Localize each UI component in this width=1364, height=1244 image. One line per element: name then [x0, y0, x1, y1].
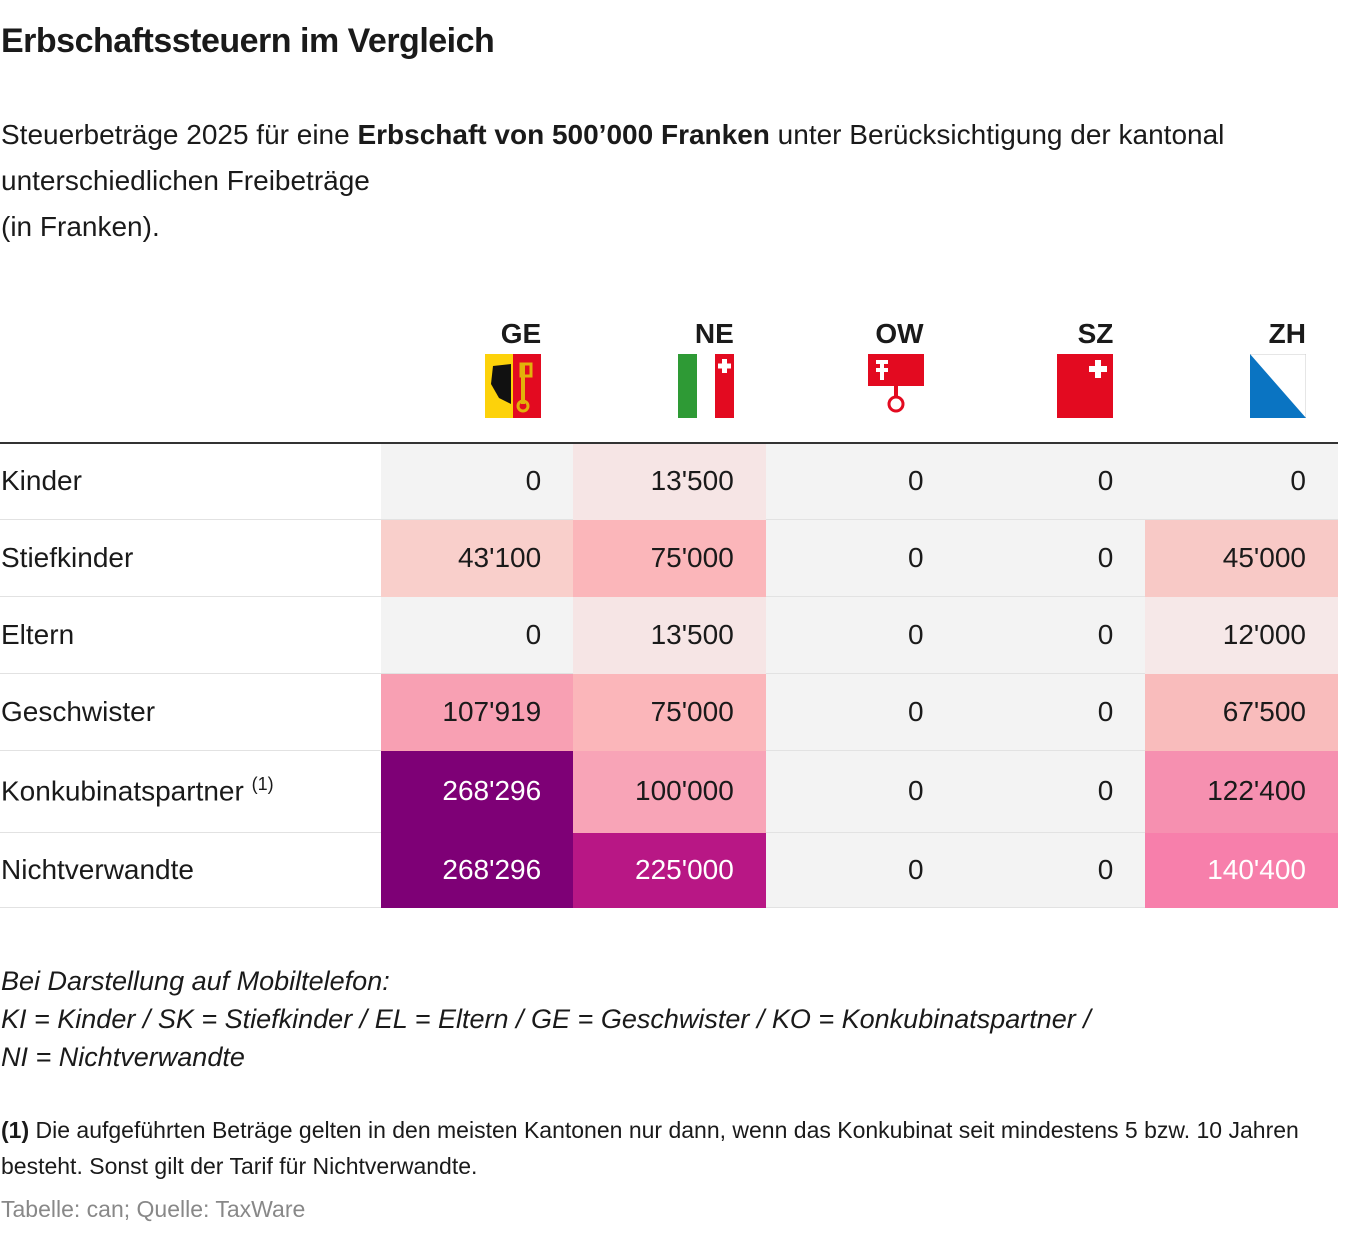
- table-cell: 0: [380, 443, 574, 520]
- mobile-legend-title: Bei Darstellung auf Mobiltelefon:: [1, 966, 390, 996]
- column-header-zh: ZH: [1145, 318, 1338, 443]
- table-cell: 225'000: [573, 832, 766, 908]
- source-note: Tabelle: can; Quelle: TaxWare: [1, 1196, 306, 1222]
- table-row: Konkubinatspartner (1) 268'296 100'000 0 0 12…: [0, 750, 1338, 833]
- table-cell: 268'296: [380, 832, 574, 908]
- zurich-flag-icon: [1250, 354, 1306, 418]
- table-cell: 67'500: [1145, 673, 1338, 751]
- footnote-marker: (1): [1, 1117, 30, 1143]
- table-cell: 13'500: [573, 596, 766, 674]
- table-row: Stiefkinder 43'100 75'000 0 0 45'000: [0, 519, 1338, 597]
- schwyz-flag-icon: [1057, 354, 1114, 418]
- table-cell: 0: [955, 443, 1146, 520]
- footnote-text: Die aufgeführten Beträge gelten in den m…: [1, 1117, 1299, 1179]
- row-label: Kinder: [0, 443, 381, 520]
- table-cell: 0: [765, 519, 956, 597]
- table-cell: 0: [955, 750, 1146, 833]
- table-cell: 0: [1145, 443, 1338, 520]
- subtitle-text-end: unter Berücksichtigung der kantonal unte…: [1, 119, 1225, 196]
- footnote: (1) Die aufgeführten Beträge gelten in d…: [1, 1112, 1331, 1184]
- subtitle-unit: (in Franken).: [1, 211, 160, 242]
- table-row: Nichtverwandte 268'296 225'000 0 0 140'400: [0, 832, 1338, 908]
- footnote-ref: (1): [251, 774, 274, 795]
- table-cell: 0: [380, 596, 574, 674]
- table-cell: 0: [955, 673, 1146, 751]
- subtitle-text: Steuerbeträge 2025 für eine: [1, 119, 358, 150]
- neuchatel-flag-icon: [677, 354, 734, 418]
- table-cell: 122'400: [1145, 750, 1338, 833]
- table-cell: 0: [765, 673, 956, 751]
- mobile-legend-line: NI = Nichtverwandte: [1, 1042, 245, 1072]
- row-label-text: Nichtverwandte: [1, 853, 194, 885]
- table-cell: 0: [765, 596, 956, 674]
- row-label: Geschwister: [0, 673, 381, 751]
- row-label-text: Stiefkinder: [1, 541, 134, 573]
- mobile-legend-line: KI = Kinder / SK = Stiefkinder / EL = El…: [1, 1004, 1091, 1034]
- table-cell: 12'000: [1145, 596, 1338, 674]
- tax-table: GE NE OW SZ ZH Kinder 0 13'500 0 0 0 Stiefkinder 43…: [0, 318, 1338, 908]
- subtitle-bold: Erbschaft von 500’000 Franken: [357, 119, 770, 150]
- row-label: Eltern: [0, 596, 381, 674]
- column-header-ow: OW: [766, 318, 956, 443]
- row-label-text: Geschwister: [1, 695, 156, 727]
- table-row: Kinder 0 13'500 0 0 0: [0, 443, 1338, 520]
- column-code: OW: [875, 318, 924, 349]
- table-cell: 107'919: [380, 673, 574, 751]
- row-label: Nichtverwandte: [0, 832, 381, 908]
- table-row: Geschwister 107'919 75'000 0 0 67'500: [0, 673, 1338, 751]
- obwalden-flag-icon: [867, 354, 924, 418]
- chart-title: Erbschaftssteuern im Vergleich: [1, 22, 495, 60]
- table-cell: 0: [765, 832, 956, 908]
- table-cell: 0: [765, 750, 956, 833]
- table-cell: 140'400: [1145, 832, 1338, 908]
- geneva-flag-icon: [485, 354, 542, 418]
- row-label: Stiefkinder: [0, 519, 381, 597]
- chart-subtitle: Steuerbeträge 2025 für eine Erbschaft vo…: [1, 112, 1301, 250]
- column-code: GE: [500, 318, 542, 349]
- column-header-ne: NE: [573, 318, 766, 443]
- table-row: Eltern 0 13'500 0 0 12'000: [0, 596, 1338, 674]
- row-label-text: Kinder: [1, 465, 82, 497]
- header-empty: [0, 318, 381, 443]
- table-cell: 0: [955, 596, 1146, 674]
- table-cell: 0: [955, 832, 1146, 908]
- mobile-legend: Bei Darstellung auf Mobiltelefon: KI = K…: [1, 962, 1301, 1076]
- row-label-text: Konkubinatspartner: [1, 775, 244, 807]
- table-cell: 75'000: [573, 519, 766, 597]
- column-header-ge: GE: [381, 318, 574, 443]
- column-header-sz: SZ: [956, 318, 1146, 443]
- column-code: ZH: [1268, 318, 1306, 349]
- table-cell: 0: [955, 519, 1146, 597]
- column-code: NE: [694, 318, 734, 349]
- row-label-text: Eltern: [1, 618, 75, 650]
- table-body: Kinder 0 13'500 0 0 0 Stiefkinder 43'100 75'000 0…: [0, 443, 1338, 908]
- table-cell: 75'000: [573, 673, 766, 751]
- header-row: GE NE OW SZ ZH: [0, 318, 1338, 443]
- table-cell: 268'296: [380, 750, 574, 833]
- table-cell: 100'000: [573, 750, 766, 833]
- table-cell: 13'500: [573, 443, 766, 520]
- table-cell: 0: [765, 443, 956, 520]
- table-cell: 45'000: [1145, 519, 1338, 597]
- column-code: SZ: [1077, 318, 1114, 349]
- table-cell: 43'100: [380, 519, 574, 597]
- row-label: Konkubinatspartner (1): [0, 750, 381, 833]
